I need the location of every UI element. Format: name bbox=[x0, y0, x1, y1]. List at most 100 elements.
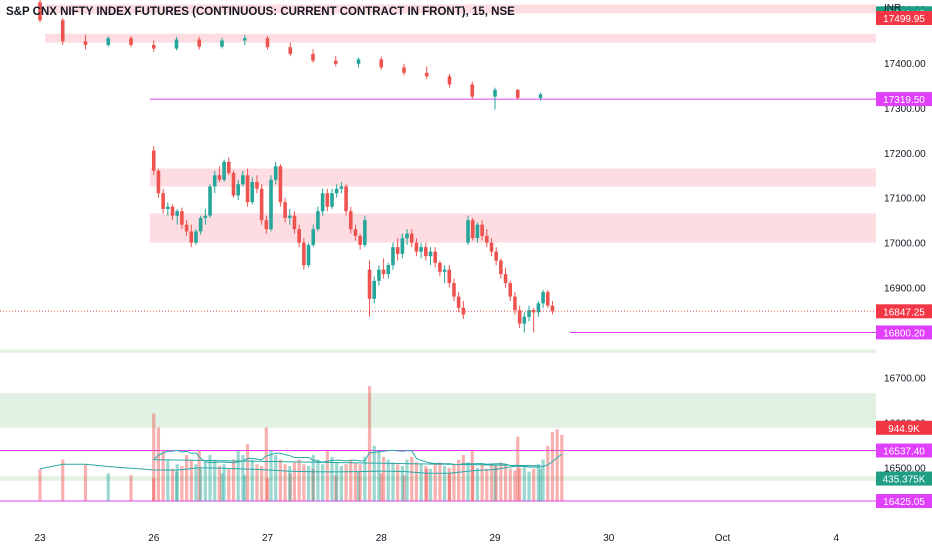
volume-bar bbox=[203, 462, 207, 502]
candle bbox=[541, 292, 545, 304]
volume-bar bbox=[38, 468, 42, 502]
candle bbox=[484, 235, 489, 243]
volume-bar bbox=[166, 459, 170, 502]
candle bbox=[461, 307, 466, 315]
candle bbox=[494, 251, 498, 261]
candle bbox=[250, 181, 255, 203]
volume-bar bbox=[518, 467, 522, 502]
volume-bar bbox=[189, 459, 193, 502]
candle bbox=[348, 211, 353, 230]
candle bbox=[180, 211, 184, 225]
price-badge-label: 16537.40 bbox=[883, 447, 925, 458]
candle bbox=[174, 39, 179, 49]
volume-bar bbox=[452, 464, 456, 502]
candle bbox=[386, 265, 391, 275]
volume-bar bbox=[414, 462, 419, 502]
volume-bar bbox=[197, 450, 201, 502]
volume-bar bbox=[217, 466, 222, 502]
volume-bar bbox=[288, 473, 292, 502]
volume-bar bbox=[349, 459, 353, 502]
volume-bar bbox=[541, 459, 545, 502]
volume-bar bbox=[410, 456, 414, 502]
volume-bar bbox=[302, 464, 306, 502]
volume-bar bbox=[457, 459, 461, 502]
candle bbox=[265, 38, 270, 48]
volume-bar bbox=[379, 473, 383, 502]
candle bbox=[550, 305, 555, 312]
candle bbox=[470, 220, 475, 239]
candle bbox=[522, 316, 527, 324]
zone-band bbox=[150, 168, 876, 187]
candle bbox=[433, 251, 437, 263]
candle bbox=[391, 247, 395, 266]
candle bbox=[311, 229, 316, 245]
candle bbox=[212, 175, 217, 187]
volume-bar bbox=[442, 466, 447, 502]
volume-bar bbox=[292, 462, 297, 502]
volume-bar bbox=[274, 455, 278, 502]
volume-bar bbox=[372, 445, 376, 502]
candle bbox=[395, 247, 400, 254]
candle bbox=[170, 206, 175, 216]
volume-bar bbox=[353, 462, 358, 502]
volume-bar bbox=[156, 427, 161, 502]
volume-bar bbox=[356, 471, 361, 502]
candle bbox=[334, 188, 339, 194]
candle bbox=[220, 40, 224, 47]
candle bbox=[151, 150, 156, 171]
volume-bar bbox=[278, 459, 282, 502]
volume-bar bbox=[255, 464, 259, 502]
price-tick-label: 16900.00 bbox=[884, 284, 926, 295]
candle bbox=[372, 280, 377, 299]
candle bbox=[330, 193, 334, 207]
price-badge bbox=[876, 494, 932, 509]
candle bbox=[344, 186, 348, 212]
candle bbox=[306, 244, 311, 266]
volume-bar bbox=[334, 475, 338, 502]
candle bbox=[405, 233, 409, 239]
candle bbox=[489, 242, 494, 252]
volume-bar bbox=[227, 468, 231, 502]
volume-bar bbox=[367, 386, 372, 502]
volume-bar bbox=[381, 456, 386, 502]
volume-bar bbox=[321, 464, 325, 502]
volume-bar bbox=[316, 459, 320, 502]
price-tick-label: 17300.00 bbox=[884, 104, 926, 115]
candle bbox=[194, 231, 198, 243]
volume-bar bbox=[288, 466, 292, 502]
volume-bar bbox=[174, 471, 179, 502]
candle bbox=[242, 38, 247, 41]
volume-bar bbox=[241, 455, 245, 502]
candle bbox=[198, 217, 203, 232]
candle bbox=[515, 89, 520, 98]
volume-bar bbox=[471, 466, 475, 502]
candle bbox=[379, 59, 384, 68]
volume-bar bbox=[194, 464, 198, 502]
volume-bar bbox=[499, 462, 503, 502]
zone-band bbox=[0, 393, 876, 428]
price-badge bbox=[876, 92, 932, 107]
candle bbox=[536, 303, 541, 313]
volume-bar bbox=[536, 464, 540, 502]
candle bbox=[273, 166, 278, 180]
volume-bar bbox=[400, 466, 404, 502]
candle bbox=[156, 170, 161, 194]
candle bbox=[278, 166, 283, 203]
price-badge bbox=[876, 325, 932, 340]
volume-bar bbox=[503, 464, 508, 502]
volume-bar bbox=[386, 459, 390, 502]
currency-label: INR bbox=[884, 3, 902, 14]
candle bbox=[428, 251, 433, 257]
candle bbox=[83, 41, 88, 45]
candle bbox=[151, 44, 156, 49]
zone-band bbox=[45, 33, 876, 43]
price-axis-bg bbox=[876, 0, 932, 550]
volume-bar bbox=[470, 450, 474, 502]
volume-bar bbox=[433, 464, 437, 502]
volume-bar bbox=[152, 478, 156, 502]
candle bbox=[231, 173, 236, 196]
volume-bar bbox=[208, 455, 212, 502]
volume-bar bbox=[311, 455, 315, 502]
volume-bar bbox=[297, 459, 301, 502]
